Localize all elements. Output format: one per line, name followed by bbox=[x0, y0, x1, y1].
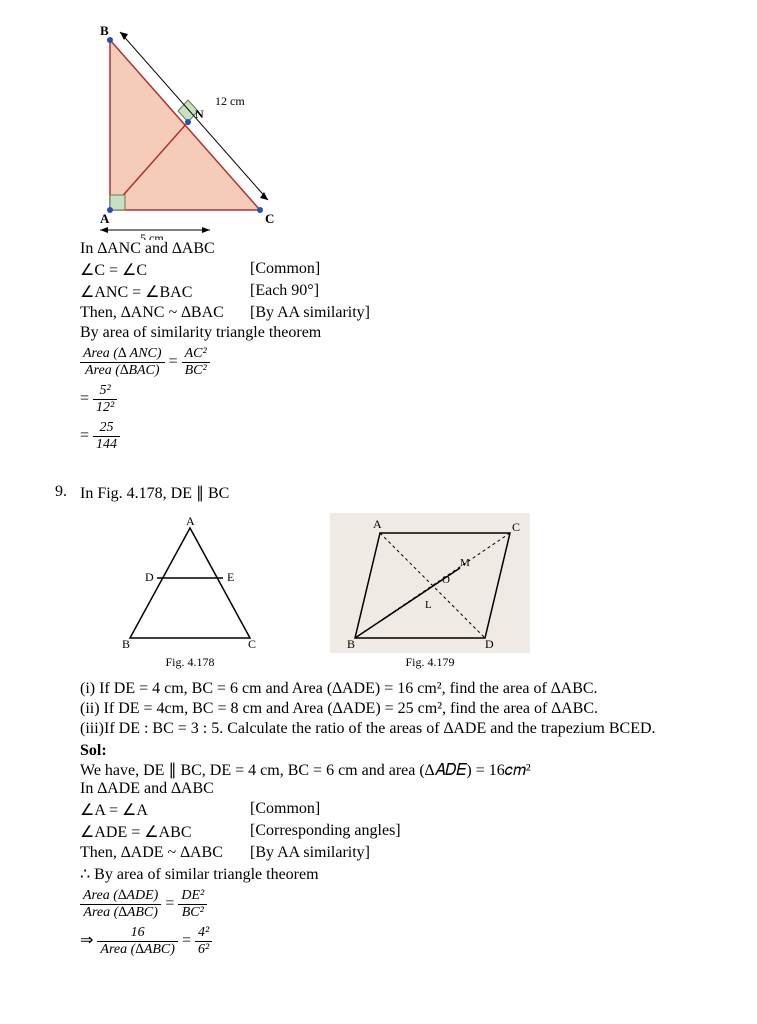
proof2-ratio: Area (∆ADE)Area (∆ABC) = DE²BC² bbox=[80, 888, 717, 921]
part-ii: (ii) If DE = 4cm, BC = 8 cm and Area (∆A… bbox=[80, 700, 717, 718]
proof2-line1-stmt: ∠A = ∠A bbox=[80, 800, 250, 820]
svg-text:D: D bbox=[145, 570, 154, 584]
proof2-calc: ⇒ 16Area (∆ABC) = 4²6² bbox=[80, 925, 717, 958]
figure-178: A B C D E bbox=[110, 513, 270, 653]
question-stem: In Fig. 4.178, DE ∥ BC bbox=[80, 483, 717, 503]
proof1-line1-reason: [Common] bbox=[250, 260, 320, 280]
proof1-ratio: Area (∆ ANC)Area (∆BAC) = AC²BC² bbox=[80, 346, 717, 379]
svg-text:C: C bbox=[512, 520, 520, 534]
proof1-theorem: By area of similarity triangle theorem bbox=[80, 324, 717, 342]
proof2-line1-reason: [Common] bbox=[250, 800, 320, 820]
svg-text:E: E bbox=[227, 570, 234, 584]
solution-label: Sol: bbox=[80, 742, 717, 760]
svg-text:L: L bbox=[425, 599, 432, 611]
vertex-b: B bbox=[100, 23, 109, 38]
hypotenuse-label: 12 cm bbox=[215, 94, 245, 108]
proof2-line3-reason: [By AA similarity] bbox=[250, 844, 370, 862]
proof1-line3-reason: [By AA similarity] bbox=[250, 304, 370, 322]
svg-text:D: D bbox=[485, 637, 494, 651]
proof2-intro: In ∆ADE and ∆ABC bbox=[80, 780, 717, 798]
vertex-a: A bbox=[100, 211, 110, 226]
proof2-line2-stmt: ∠ADE = ∠ABC bbox=[80, 822, 250, 842]
svg-text:A: A bbox=[186, 514, 195, 528]
proof1-calc2: = 25144 bbox=[80, 420, 717, 453]
part-i: (i) If DE = 4 cm, BC = 6 cm and Area (∆A… bbox=[80, 680, 717, 698]
figure-179-label: Fig. 4.179 bbox=[330, 655, 530, 670]
given-statement: We have, DE ∥ BC, DE = 4 cm, BC = 6 cm a… bbox=[80, 760, 717, 780]
svg-text:O: O bbox=[442, 574, 450, 586]
base-label: 5 cm bbox=[140, 231, 164, 240]
proof1-calc1: = 5²12² bbox=[80, 383, 717, 416]
proof2-theorem: ∴ By area of similar triangle theorem bbox=[80, 864, 717, 884]
question-number: 9. bbox=[55, 483, 67, 501]
svg-text:B: B bbox=[347, 637, 355, 651]
vertex-n: N bbox=[195, 107, 204, 121]
svg-text:M: M bbox=[460, 557, 470, 569]
proof2-line3-stmt: Then, ∆ADE ~ ∆ABC bbox=[80, 844, 250, 862]
svg-text:C: C bbox=[248, 637, 256, 651]
figure-178-label: Fig. 4.178 bbox=[110, 655, 270, 670]
svg-text:A: A bbox=[373, 517, 382, 531]
svg-text:B: B bbox=[122, 637, 130, 651]
vertex-c: C bbox=[265, 211, 274, 226]
part-iii: (iii)If DE : BC = 3 : 5. Calculate the r… bbox=[80, 720, 717, 738]
proof1-intro: In ∆ANC and ∆ABC bbox=[80, 240, 717, 258]
proof1-line2-stmt: ∠ANC = ∠BAC bbox=[80, 282, 250, 302]
proof1-line2-reason: [Each 90°] bbox=[250, 282, 319, 302]
proof2-line2-reason: [Corresponding angles] bbox=[250, 822, 401, 842]
figure-179: A C B D L M O bbox=[330, 513, 530, 653]
proof1-line3-stmt: Then, ∆ANC ~ ∆BAC bbox=[80, 304, 250, 322]
proof1-line1-stmt: ∠C = ∠C bbox=[80, 260, 250, 280]
triangle-anc-figure: 12 cm 5 cm B A C N bbox=[80, 20, 290, 240]
